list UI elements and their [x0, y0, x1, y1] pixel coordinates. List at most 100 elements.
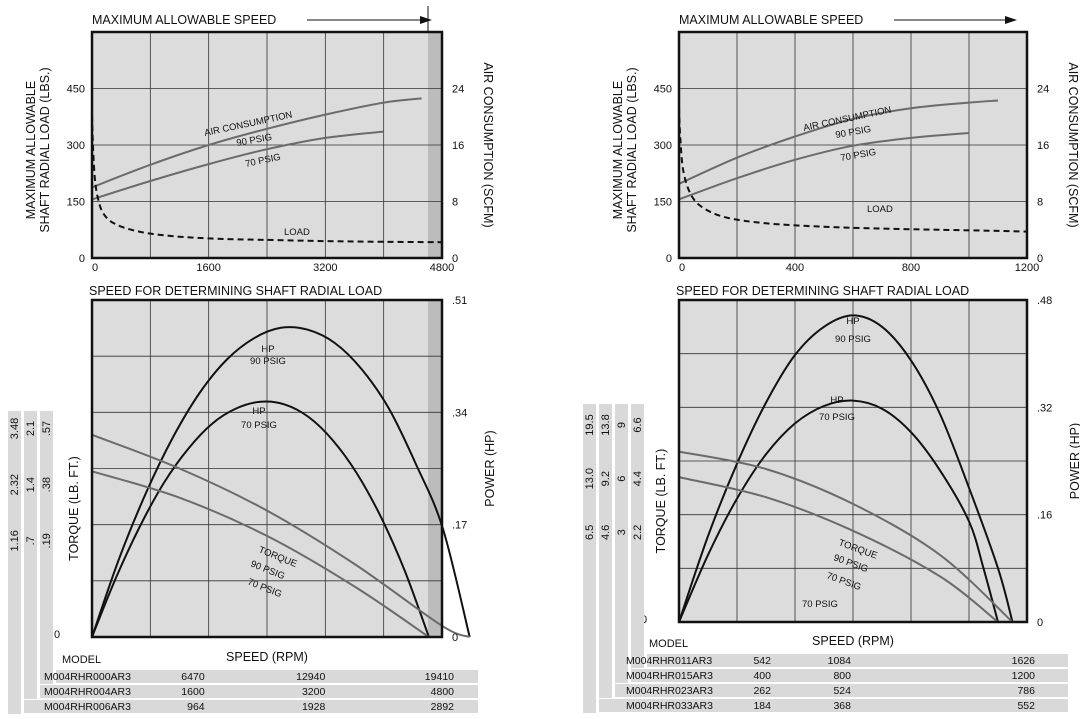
y-tick-label: 450 [67, 84, 85, 96]
torque-90-curve [678, 450, 1014, 623]
speed-value: 786 [1017, 685, 1035, 697]
x-axis-label: SPEED FOR DETERMINING SHAFT RADIAL LOAD [676, 284, 969, 298]
torque-tick-label: 19.5 [584, 414, 596, 435]
arrow-head-icon [1005, 16, 1017, 24]
y2-tick-label: 24 [1037, 84, 1049, 96]
y2-tick-label: 24 [452, 84, 464, 96]
load-curve [91, 114, 443, 244]
speed-value: 262 [753, 685, 771, 697]
model-name: M004RHR023AR3 [626, 685, 713, 697]
hp-90-label-top: HP [846, 316, 859, 327]
x-tick-label: 4800 [430, 262, 454, 274]
model-row [40, 685, 478, 698]
x-tick-label: 1600 [196, 262, 220, 274]
torque-column [583, 404, 596, 713]
model-row [56, 670, 478, 683]
y2-axis-label: POWER (HP) [1068, 423, 1080, 499]
y2-tick-label: 0 [1037, 253, 1043, 265]
y-tick-zero: 0 [54, 629, 60, 641]
torque-70-curve [91, 470, 430, 638]
y-tick-label: 0 [666, 253, 672, 265]
torque-70-curve [678, 476, 999, 623]
y2-tick-label: .34 [452, 407, 467, 419]
speed-value: 1084 [828, 655, 852, 667]
y-tick-zero: 0 [641, 614, 647, 626]
hp-70-label-top: HP [252, 406, 265, 417]
torque-tick-label: .57 [41, 421, 53, 436]
x-tick-label: 1200 [1015, 262, 1039, 274]
model-row [647, 654, 1068, 667]
y-tick-label: 150 [654, 197, 672, 209]
plot-frame [90, 30, 444, 260]
torque-column [599, 404, 612, 698]
torque-tick-label: 3 [616, 529, 628, 535]
y-tick-label: 150 [67, 197, 85, 209]
model-row [631, 669, 1068, 682]
speed-value: 800 [833, 670, 851, 682]
y2-axis-label: POWER (HP) [483, 430, 497, 506]
model-name: M004RHR015AR3 [626, 670, 713, 682]
torque-tick-label: .19 [41, 533, 53, 548]
y-tick-label: 450 [654, 84, 672, 96]
torque-tick-label: 9.2 [600, 471, 612, 486]
plot-frame [90, 298, 444, 639]
y2-tick-label: 16 [452, 140, 464, 152]
torque-tick-label: 2.2 [632, 525, 644, 540]
y2-axis-label: AIR CONSUMPTION (SCFM) [481, 62, 495, 227]
torque-tick-label: 6.6 [632, 417, 644, 432]
speed-value: 1600 [181, 686, 205, 698]
hp-70-curve [91, 400, 430, 638]
torque-column [615, 404, 628, 683]
x-tick-label: 3200 [313, 262, 337, 274]
torque-tick-label: .38 [41, 477, 53, 492]
model-header: MODEL [649, 638, 688, 650]
y-tick-label: 0 [79, 253, 85, 265]
speed-value: 12940 [296, 671, 325, 683]
y2-axis-label: AIR CONSUMPTION (SCFM) [1066, 62, 1080, 227]
model-name: M004RHR006AR3 [44, 701, 131, 713]
speed-value: 2892 [431, 701, 455, 713]
y2-tick-label: 16 [1037, 140, 1049, 152]
torque-column [40, 411, 53, 684]
y-axis-label-line1: MAXIMUM ALLOWABLE [24, 81, 38, 219]
load-label: LOAD [284, 227, 310, 238]
y2-tick-label: 8 [452, 197, 458, 209]
load-curve [678, 107, 1028, 233]
hp-70-curve [678, 399, 999, 623]
hp-70-label-top: HP [830, 395, 843, 406]
model-name: M004RHR004AR3 [44, 686, 131, 698]
torque-tick-label: 13.0 [584, 468, 596, 489]
model-row [24, 700, 478, 713]
hp-90-label-bottom: 90 PSIG [250, 356, 286, 367]
speed-value: 6470 [181, 671, 205, 683]
speed-value: 524 [833, 685, 851, 697]
y2-tick-label: .16 [1037, 510, 1052, 522]
torque-tick-label: 2.1 [25, 421, 37, 436]
plot-frame [677, 30, 1029, 260]
chart-header: MAXIMUM ALLOWABLE SPEED [92, 13, 276, 27]
torque-column [24, 411, 37, 699]
model-name: M004RHR000AR3 [44, 671, 131, 683]
y2-tick-label: 0 [1037, 617, 1043, 629]
y2-tick-label: 8 [1037, 197, 1043, 209]
model-row [599, 699, 1068, 712]
y2-tick-label: .17 [452, 520, 467, 532]
model-header: MODEL [62, 654, 101, 666]
hp-70-label-bottom: 70 PSIG [819, 412, 855, 423]
speed-value: 1626 [1012, 655, 1036, 667]
speed-value: 552 [1017, 700, 1035, 712]
y2-tick-label: .32 [1037, 402, 1052, 414]
speed-value: 4800 [431, 686, 455, 698]
y-axis-label-line2: SHAFT RADIAL LOAD (LBS.) [38, 67, 52, 232]
hp-70-label-bottom: 70 PSIG [241, 420, 277, 431]
hp-90-curve [91, 326, 471, 638]
torque-tick-label: 3.48 [9, 418, 21, 439]
air-70-curve [678, 132, 970, 201]
speed-value: 964 [187, 701, 205, 713]
torque-70-label-extra: 70 PSIG [802, 599, 838, 610]
speed-value: 19410 [425, 671, 454, 683]
torque-tick-label: 4.6 [600, 525, 612, 540]
y2-tick-label: .51 [452, 295, 467, 307]
y-axis-label-line1: MAXIMUM ALLOWABLE [611, 81, 625, 219]
speed-value: 1928 [302, 701, 326, 713]
